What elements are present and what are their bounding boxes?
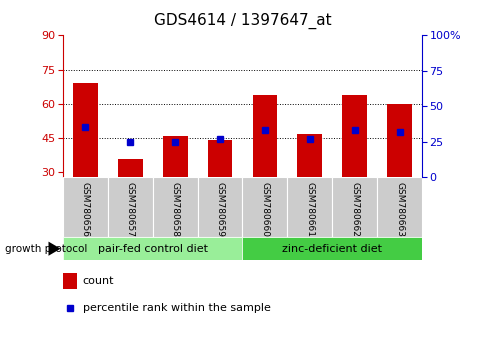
Text: GSM780659: GSM780659	[215, 182, 224, 237]
Text: GSM780660: GSM780660	[260, 182, 269, 237]
Text: GSM780658: GSM780658	[170, 182, 180, 237]
Text: GDS4614 / 1397647_at: GDS4614 / 1397647_at	[153, 12, 331, 29]
Text: growth protocol: growth protocol	[5, 244, 87, 254]
Text: pair-fed control diet: pair-fed control diet	[98, 244, 207, 254]
Bar	[342, 95, 366, 177]
Bar	[163, 136, 187, 177]
Text: zinc-deficient diet: zinc-deficient diet	[282, 244, 381, 254]
Bar	[252, 95, 277, 177]
Text: GSM780657: GSM780657	[125, 182, 135, 237]
Bar	[376, 177, 421, 237]
Bar	[118, 159, 142, 177]
Text: GSM780656: GSM780656	[81, 182, 90, 237]
Bar	[332, 177, 376, 237]
Bar	[386, 104, 411, 177]
Text: GSM780661: GSM780661	[304, 182, 314, 237]
Bar	[63, 237, 242, 260]
Bar	[297, 133, 321, 177]
Bar	[63, 177, 107, 237]
Bar	[73, 83, 98, 177]
Bar	[63, 273, 76, 289]
Bar	[107, 177, 152, 237]
Bar	[287, 177, 332, 237]
Text: GSM780663: GSM780663	[394, 182, 403, 237]
Text: percentile rank within the sample: percentile rank within the sample	[83, 303, 270, 313]
Bar	[152, 177, 197, 237]
Polygon shape	[48, 241, 60, 256]
Text: GSM780662: GSM780662	[349, 182, 359, 237]
Bar	[242, 237, 421, 260]
Bar	[207, 141, 232, 177]
Text: count: count	[83, 276, 114, 286]
Bar	[242, 177, 287, 237]
Bar	[197, 177, 242, 237]
